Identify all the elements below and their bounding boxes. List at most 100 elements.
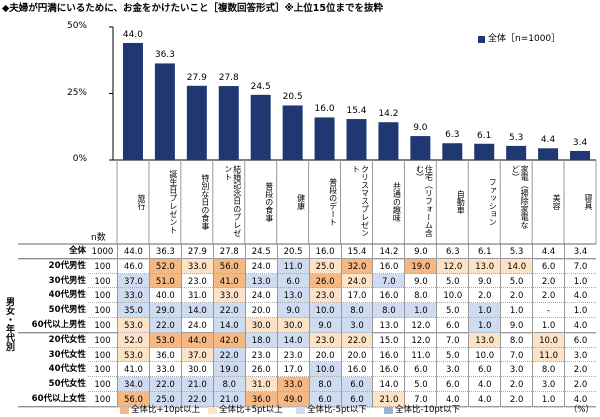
table-cell: 13.0 [244,273,277,289]
highlight-label: 全体比+10pt以上 [131,405,201,415]
value-label: 5.3 [508,132,524,143]
table-cell: 5.0 [404,377,437,392]
table-cell: 6.0 [436,377,469,392]
table-cell: 37.0 [180,347,213,363]
table-cell: 14.0 [372,377,405,392]
x-tick-label: クリスマスプレゼント [351,165,370,237]
table-cell: 6.0 [404,362,437,378]
row-label: 60代以上女性 [31,394,86,404]
unit-label: （%） [568,405,594,415]
table-cell: 14.0 [180,303,213,318]
table-cell: 1.0 [468,318,501,333]
table-cell: 2.0 [500,392,533,407]
table-cell: 22.0 [340,332,373,348]
bar [570,150,591,160]
n-cell: 100 [88,377,117,392]
table-cell: 20.0 [340,347,373,363]
table-cell: 3.0 [532,377,565,392]
bar [154,63,175,160]
table-cell: 14.0 [276,332,309,348]
table-cell: 26.0 [308,273,341,289]
table-cell: 17.0 [276,362,309,378]
bar [378,122,399,160]
table-cell: 14.0 [500,258,533,274]
table-cell: 12.0 [404,332,437,348]
table-cell: 10.0 [308,303,341,318]
table-cell: 33.0 [117,288,149,304]
table-cell: 8.0 [340,303,373,318]
table-cell: 12.0 [436,258,469,274]
n-cell: 100 [88,362,117,378]
x-tick-label: 家電（掃除家電など） [511,165,530,229]
table-cell: 53.0 [148,332,181,348]
table-cell: 5.0 [500,273,533,289]
value-label: 15.4 [346,106,367,117]
x-tick-label: 自動車 [456,190,466,214]
n-cell: 100 [88,333,117,348]
table-cell: 25.0 [148,392,181,407]
table-cell: 16.0 [340,362,373,378]
table-cell: 19.0 [212,362,245,378]
row-label: 60代以上男性 [31,320,86,330]
table-cell: 24.0 [244,258,277,274]
value-label: 20.5 [282,92,303,103]
table-cell: 23.0 [308,288,341,304]
table-cell: 6.0 [436,318,469,333]
table-cell: 1.0 [500,303,533,318]
table-cell: 14.2 [372,244,405,259]
table-cell: 5.0 [436,347,469,363]
table-cell: 53.0 [117,318,149,333]
legend-label: 全体［n=1000］ [488,34,561,44]
legend-swatch [478,36,485,43]
table-cell: 16.0 [372,258,405,274]
row-label: 20代男性 [48,260,86,271]
highlight-swatch [296,406,305,414]
table-cell: 30.0 [244,318,277,333]
table-cell: 26.0 [244,362,277,378]
table-cell: 10.0 [308,362,341,378]
table-cell: 56.0 [212,258,245,274]
table-cell: 2.0 [532,273,565,289]
table-cell: 23.0 [276,347,309,363]
table-cell: 23.0 [308,332,341,348]
table-cell: 6.3 [436,244,469,259]
bar [218,86,239,160]
n-cell: 100 [88,288,117,304]
table-cell: 9.0 [404,273,437,289]
value-label: 36.3 [154,50,175,61]
table-cell: 36.0 [244,392,277,407]
table-cell: 52.0 [117,332,149,348]
n-cell: 100 [88,303,117,318]
table-cell: 6.0 [564,332,596,348]
table-cell: 33.0 [180,258,213,274]
table-cell: 4.0 [564,392,596,407]
side-label: 男女・年代別 [4,296,14,351]
table-cell: 23.0 [244,347,277,363]
n-cell: 1000 [88,244,117,259]
table-cell: 3.4 [564,244,596,259]
table-cell: 9.0 [500,318,533,333]
table-cell: 2.0 [468,288,501,304]
n-header: n数 [91,233,106,243]
value-label: 24.5 [250,81,271,92]
table-cell: 3.0 [436,362,469,378]
table-cell: 2.0 [532,288,565,304]
value-label: 44.0 [122,29,143,40]
table-cell: 21.0 [212,392,245,407]
table-cell: 32.0 [340,258,373,274]
table-cell: 2.0 [500,288,533,304]
row-label: 30代女性 [48,349,86,360]
highlight-label: 全体比+5pt以上 [219,405,283,415]
row-label: 50代男性 [48,305,86,316]
table-cell: 11.0 [276,258,309,274]
table-cell: 56.0 [117,392,149,407]
x-tick-label: 特別な日の食事 [200,174,210,230]
table-cell: 6.0 [276,273,309,289]
table-cell: 16.0 [372,288,405,304]
table-cell: 1.0 [564,273,596,289]
row-label: 20代女性 [48,334,86,345]
table-cell: 52.0 [148,258,181,274]
table-cell: 4.0 [564,318,596,333]
table-cell: 9.0 [276,303,309,318]
